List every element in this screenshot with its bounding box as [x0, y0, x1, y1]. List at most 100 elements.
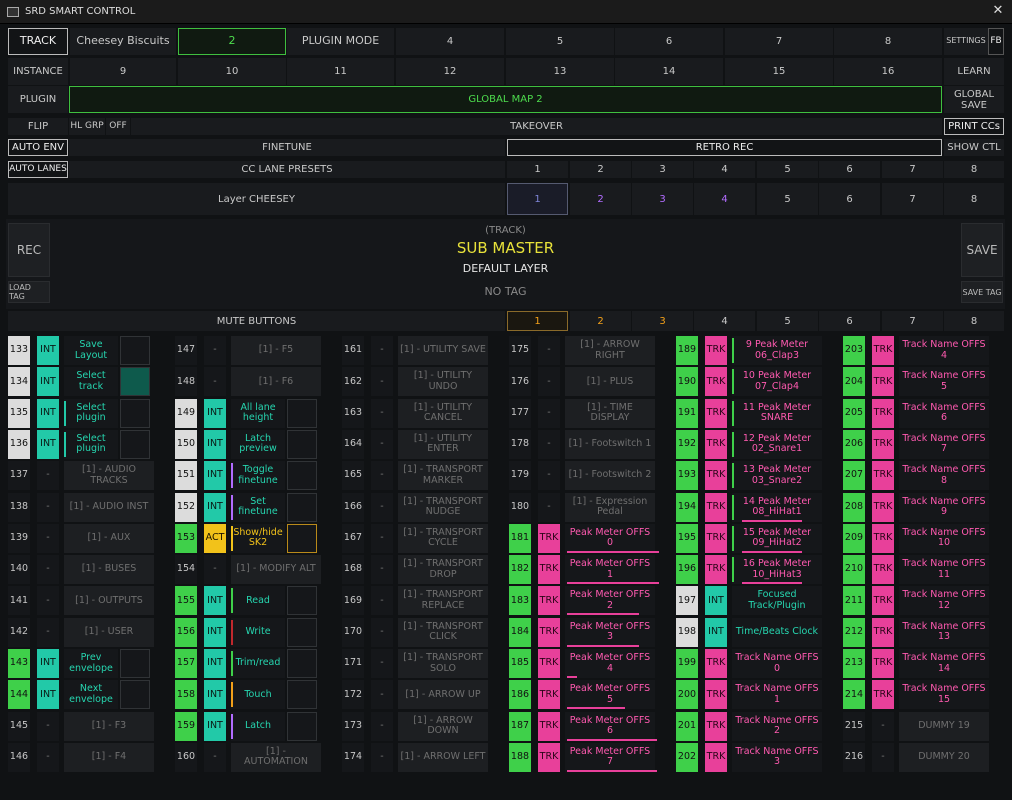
mode-tag[interactable]: - [538, 429, 560, 459]
mode-tag[interactable]: - [371, 742, 393, 772]
mode-tag[interactable]: TRK [872, 617, 894, 647]
retro-rec-button[interactable]: RETRO REC [507, 139, 942, 156]
cc-preset-1[interactable]: 1 [507, 161, 568, 178]
mode-tag[interactable]: TRK [705, 742, 727, 772]
bank-6-button[interactable]: 6 [615, 28, 723, 55]
save-tag-button[interactable]: SAVE TAG [961, 281, 1003, 303]
mode-tag[interactable]: TRK [705, 367, 727, 397]
mode-tag[interactable]: - [371, 617, 393, 647]
rec-button[interactable]: REC [8, 223, 50, 277]
layer-1[interactable]: 1 [507, 183, 568, 215]
mode-tag[interactable]: TRK [705, 461, 727, 491]
mode-tag[interactable]: - [204, 336, 226, 365]
layer-8[interactable]: 8 [944, 183, 1004, 215]
mode-tag[interactable]: - [538, 367, 560, 397]
value-square[interactable] [287, 429, 317, 459]
plugin-mode-button[interactable]: PLUGIN MODE [287, 28, 394, 55]
cc-preset-7[interactable]: 7 [882, 161, 943, 178]
mode-tag[interactable]: - [37, 461, 59, 491]
value-square[interactable] [287, 492, 317, 522]
track-button[interactable]: TRACK [8, 28, 68, 55]
mode-tag[interactable]: TRK [872, 586, 894, 616]
cc-preset-4[interactable]: 4 [694, 161, 755, 178]
layer-5[interactable]: 5 [757, 183, 818, 215]
mode-tag[interactable]: - [37, 523, 59, 553]
mode-tag[interactable]: INT [37, 336, 59, 365]
layer-7[interactable]: 7 [882, 183, 943, 215]
instance-10[interactable]: 10 [178, 58, 286, 85]
auto-env-button[interactable]: AUTO ENV [8, 139, 68, 156]
mode-tag[interactable]: - [204, 367, 226, 397]
mode-tag[interactable]: - [371, 367, 393, 397]
mode-tag[interactable]: TRK [872, 336, 894, 365]
value-square[interactable] [287, 398, 317, 428]
show-ctl-button[interactable]: SHOW CTL [944, 139, 1004, 156]
mode-tag[interactable]: TRK [872, 680, 894, 710]
mode-tag[interactable]: - [204, 742, 226, 772]
mode-tag[interactable]: TRK [872, 649, 894, 678]
mode-tag[interactable]: - [872, 742, 894, 772]
mode-tag[interactable]: - [37, 742, 59, 772]
mode-tag[interactable]: - [37, 492, 59, 522]
mode-tag[interactable]: - [538, 492, 560, 522]
value-square[interactable] [287, 523, 317, 553]
learn-button[interactable]: LEARN [944, 58, 1004, 85]
mode-tag[interactable]: - [371, 555, 393, 585]
load-tag-button[interactable]: LOAD TAG [8, 281, 50, 303]
mode-tag[interactable]: TRK [705, 523, 727, 553]
layer-6[interactable]: 6 [819, 183, 880, 215]
value-square[interactable] [120, 336, 150, 365]
mode-tag[interactable]: TRK [538, 680, 560, 710]
save-button[interactable]: SAVE [961, 223, 1003, 277]
fb-button[interactable]: FB [988, 28, 1004, 55]
instance-12[interactable]: 12 [396, 58, 504, 85]
mode-tag[interactable]: TRK [872, 523, 894, 553]
bank-2-button[interactable]: 2 [178, 28, 286, 55]
mode-tag[interactable]: TRK [705, 649, 727, 678]
mute-2[interactable]: 2 [570, 311, 631, 331]
mode-tag[interactable]: - [371, 711, 393, 741]
mute-8[interactable]: 8 [944, 311, 1004, 331]
hl-grp-off[interactable]: OFF [106, 118, 130, 135]
mute-7[interactable]: 7 [882, 311, 943, 331]
mode-tag[interactable]: - [37, 617, 59, 647]
mode-tag[interactable]: - [37, 586, 59, 616]
instance-15[interactable]: 15 [725, 58, 833, 85]
auto-lanes-button[interactable]: AUTO LANES [8, 161, 68, 178]
mode-tag[interactable]: - [37, 711, 59, 741]
mode-tag[interactable]: TRK [705, 555, 727, 585]
value-square[interactable] [287, 617, 317, 647]
mode-tag[interactable]: - [371, 680, 393, 710]
mute-1[interactable]: 1 [507, 311, 568, 331]
print-ccs-button[interactable]: PRINT CCs [944, 118, 1004, 135]
value-square[interactable] [287, 586, 317, 616]
mode-tag[interactable]: TRK [705, 429, 727, 459]
mode-tag[interactable]: TRK [705, 336, 727, 365]
mode-tag[interactable]: TRK [872, 367, 894, 397]
mode-tag[interactable]: INT [204, 617, 226, 647]
mode-tag[interactable]: TRK [872, 555, 894, 585]
mode-tag[interactable]: - [872, 711, 894, 741]
mode-tag[interactable]: TRK [538, 555, 560, 585]
mode-tag[interactable]: - [371, 336, 393, 365]
instance-16[interactable]: 16 [834, 58, 942, 85]
global-map-button[interactable]: GLOBAL MAP 2 [69, 86, 942, 113]
mode-tag[interactable]: - [371, 398, 393, 428]
mode-tag[interactable]: INT [204, 586, 226, 616]
mode-tag[interactable]: - [371, 492, 393, 522]
value-square[interactable] [287, 649, 317, 678]
mode-tag[interactable]: TRK [538, 523, 560, 553]
mode-tag[interactable]: INT [705, 617, 727, 647]
mode-tag[interactable]: INT [204, 461, 226, 491]
value-square[interactable] [287, 711, 317, 741]
mode-tag[interactable]: INT [204, 398, 226, 428]
mode-tag[interactable]: INT [37, 398, 59, 428]
mode-tag[interactable]: TRK [538, 742, 560, 772]
mode-tag[interactable]: ACT [204, 523, 226, 553]
instance-14[interactable]: 14 [615, 58, 723, 85]
mute-6[interactable]: 6 [819, 311, 880, 331]
value-square[interactable] [120, 398, 150, 428]
mode-tag[interactable]: INT [204, 680, 226, 710]
value-square[interactable] [120, 429, 150, 459]
mode-tag[interactable]: - [371, 461, 393, 491]
